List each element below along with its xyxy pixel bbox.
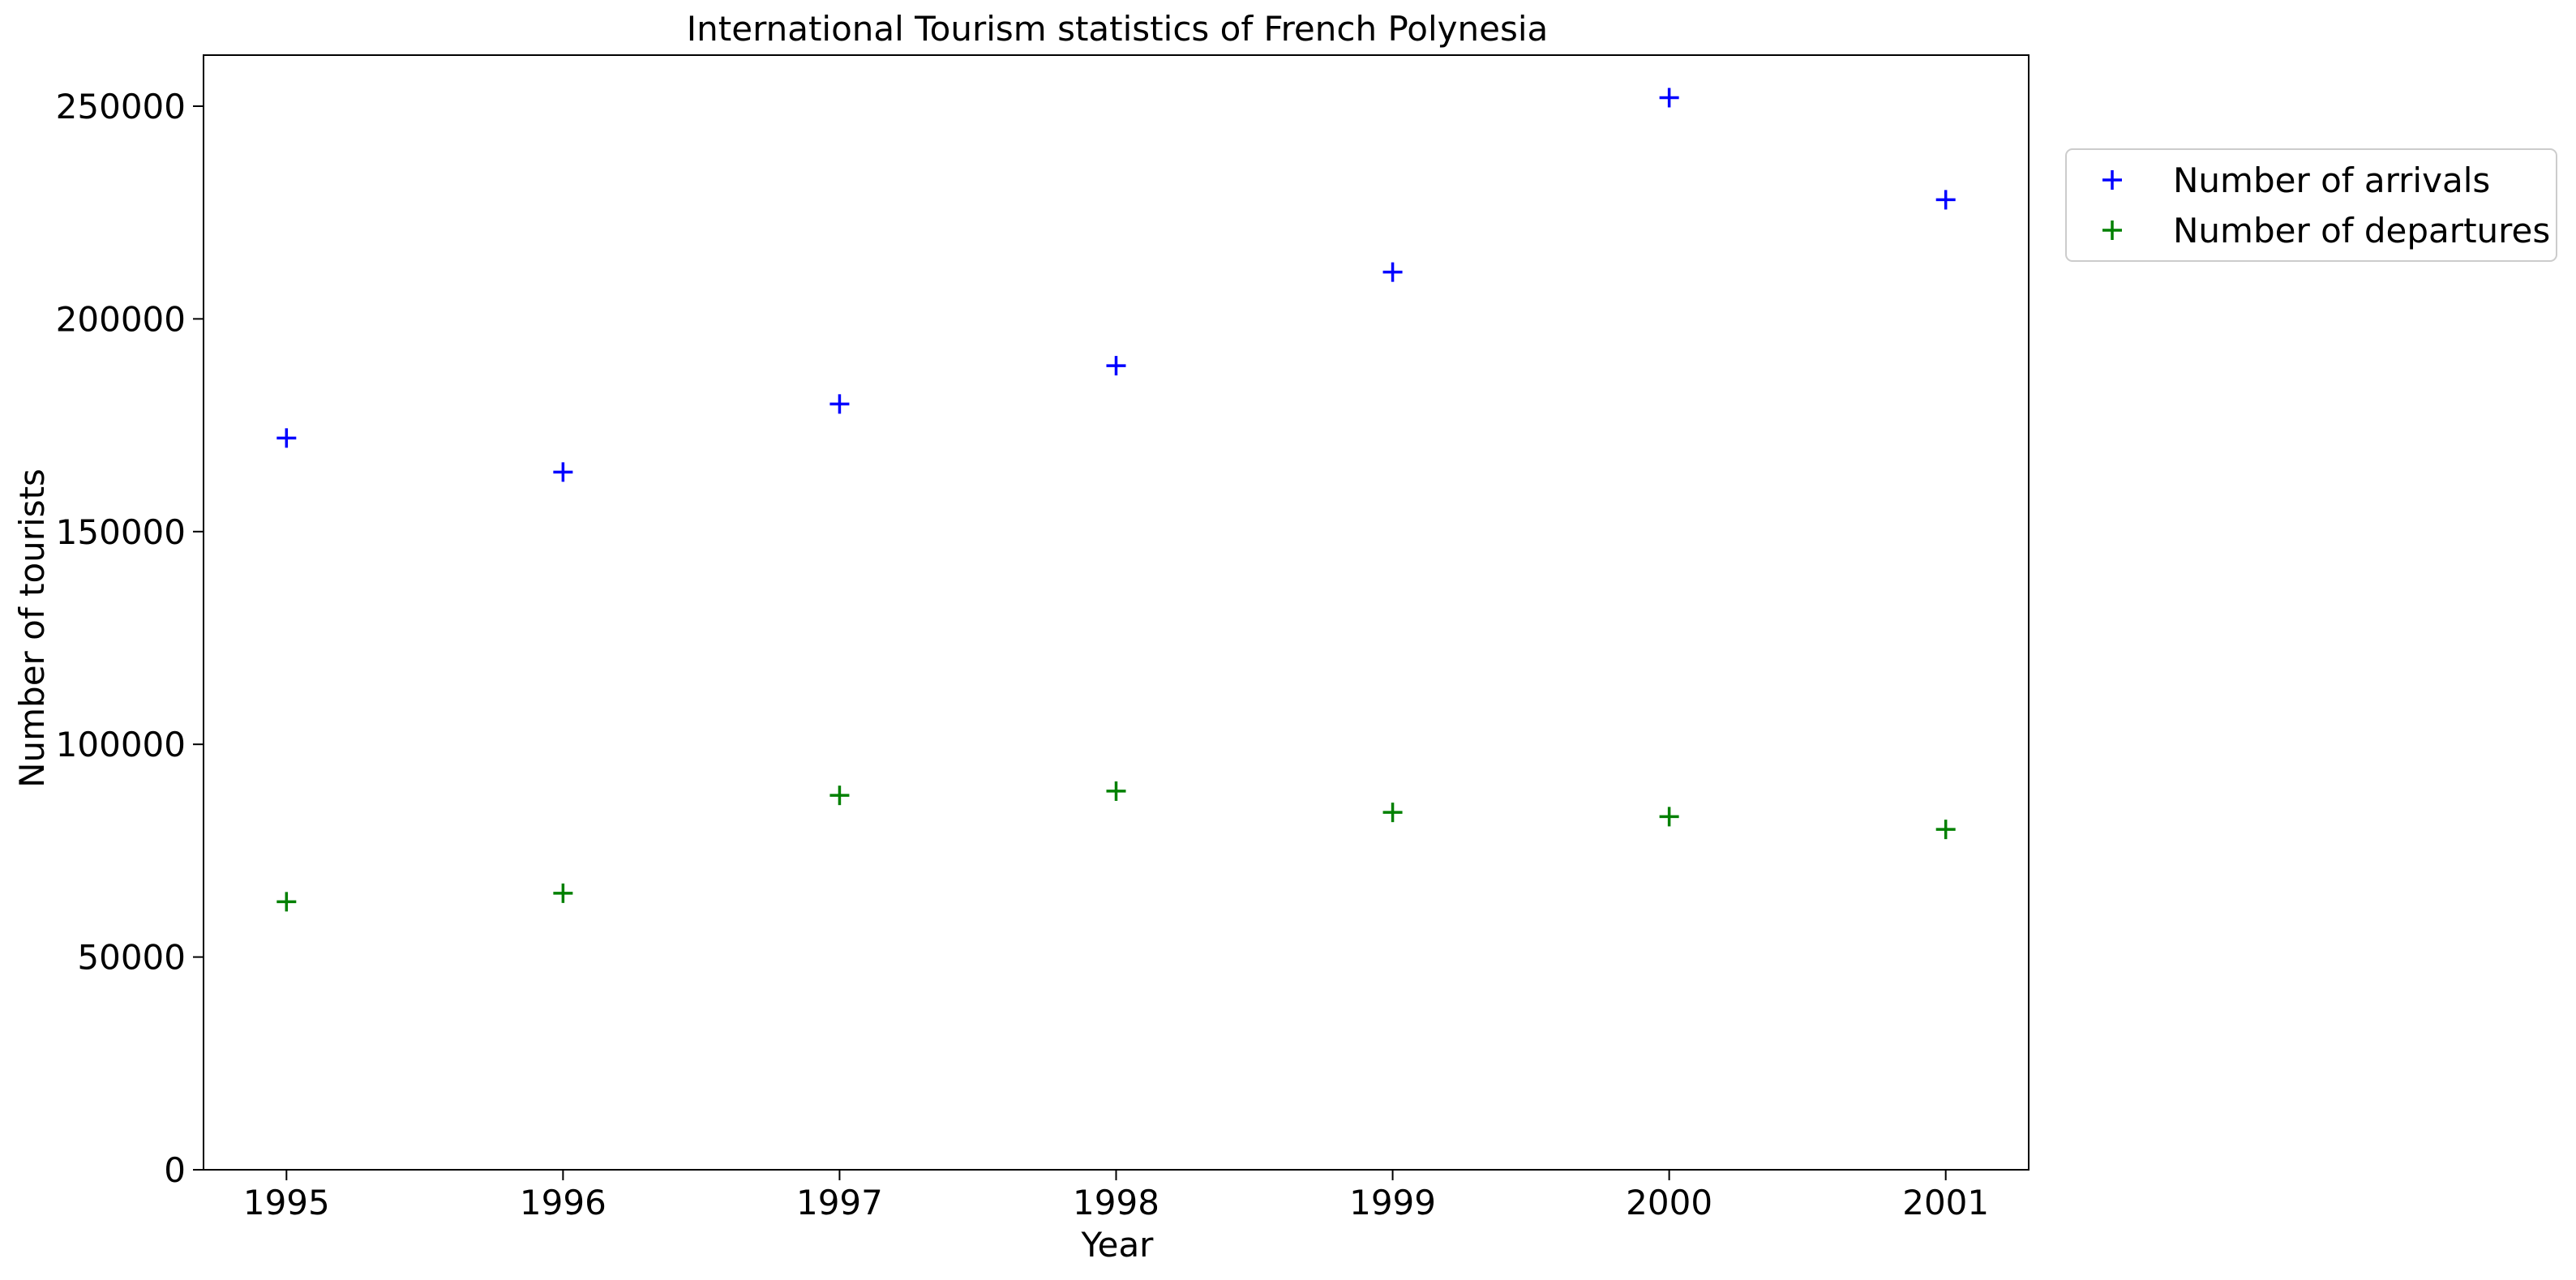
x-axis-label: Year (1081, 1225, 1155, 1265)
y-tick-label: 0 (164, 1150, 186, 1190)
legend-marker-series-0 (2102, 170, 2122, 190)
legend-frame (2065, 148, 2557, 262)
data-point-series-0 (1382, 262, 1403, 282)
legend-label-series-1: Number of departures (2173, 211, 2550, 250)
x-tick-label: 2000 (1626, 1183, 1712, 1222)
y-tick-label: 150000 (56, 512, 186, 552)
plot-area: 1995 1996 1997 1998 1999 2000 2001 0 50000 100000… (56, 54, 2030, 1222)
data-point-series-0 (829, 394, 850, 414)
data-point-series-1 (1935, 820, 1956, 840)
x-tick-label: 2001 (1902, 1183, 1989, 1222)
data-point-series-0 (1935, 190, 1956, 210)
x-tick-label: 1998 (1073, 1183, 1159, 1222)
legend-marker-series-1 (2102, 220, 2122, 240)
y-tick-label: 100000 (56, 725, 186, 764)
data-point-series-0 (1106, 356, 1126, 376)
chart-title: International Tourism statistics of Fren… (687, 9, 1549, 49)
data-point-series-1 (276, 892, 297, 912)
data-point-series-0 (1659, 88, 1679, 108)
y-axis-label: Number of tourists (12, 469, 52, 788)
x-tick-label: 1996 (520, 1183, 606, 1222)
x-tick-label: 1997 (796, 1183, 883, 1222)
data-point-series-1 (829, 786, 850, 806)
legend: Number of arrivals Number of departures (2065, 148, 2557, 262)
data-point-series-1 (1106, 781, 1126, 801)
x-tick-label: 1995 (243, 1183, 330, 1222)
data-point-series-1 (553, 883, 573, 903)
data-point-series-0 (553, 462, 573, 482)
y-tick-label: 250000 (56, 87, 186, 126)
x-tick-label: 1999 (1349, 1183, 1436, 1222)
legend-label-series-0: Number of arrivals (2173, 161, 2490, 200)
data-point-series-1 (1659, 807, 1679, 827)
y-tick-label: 200000 (56, 299, 186, 339)
y-tick-label: 50000 (77, 938, 186, 978)
data-point-series-0 (276, 428, 297, 448)
data-point-series-1 (1382, 803, 1403, 823)
